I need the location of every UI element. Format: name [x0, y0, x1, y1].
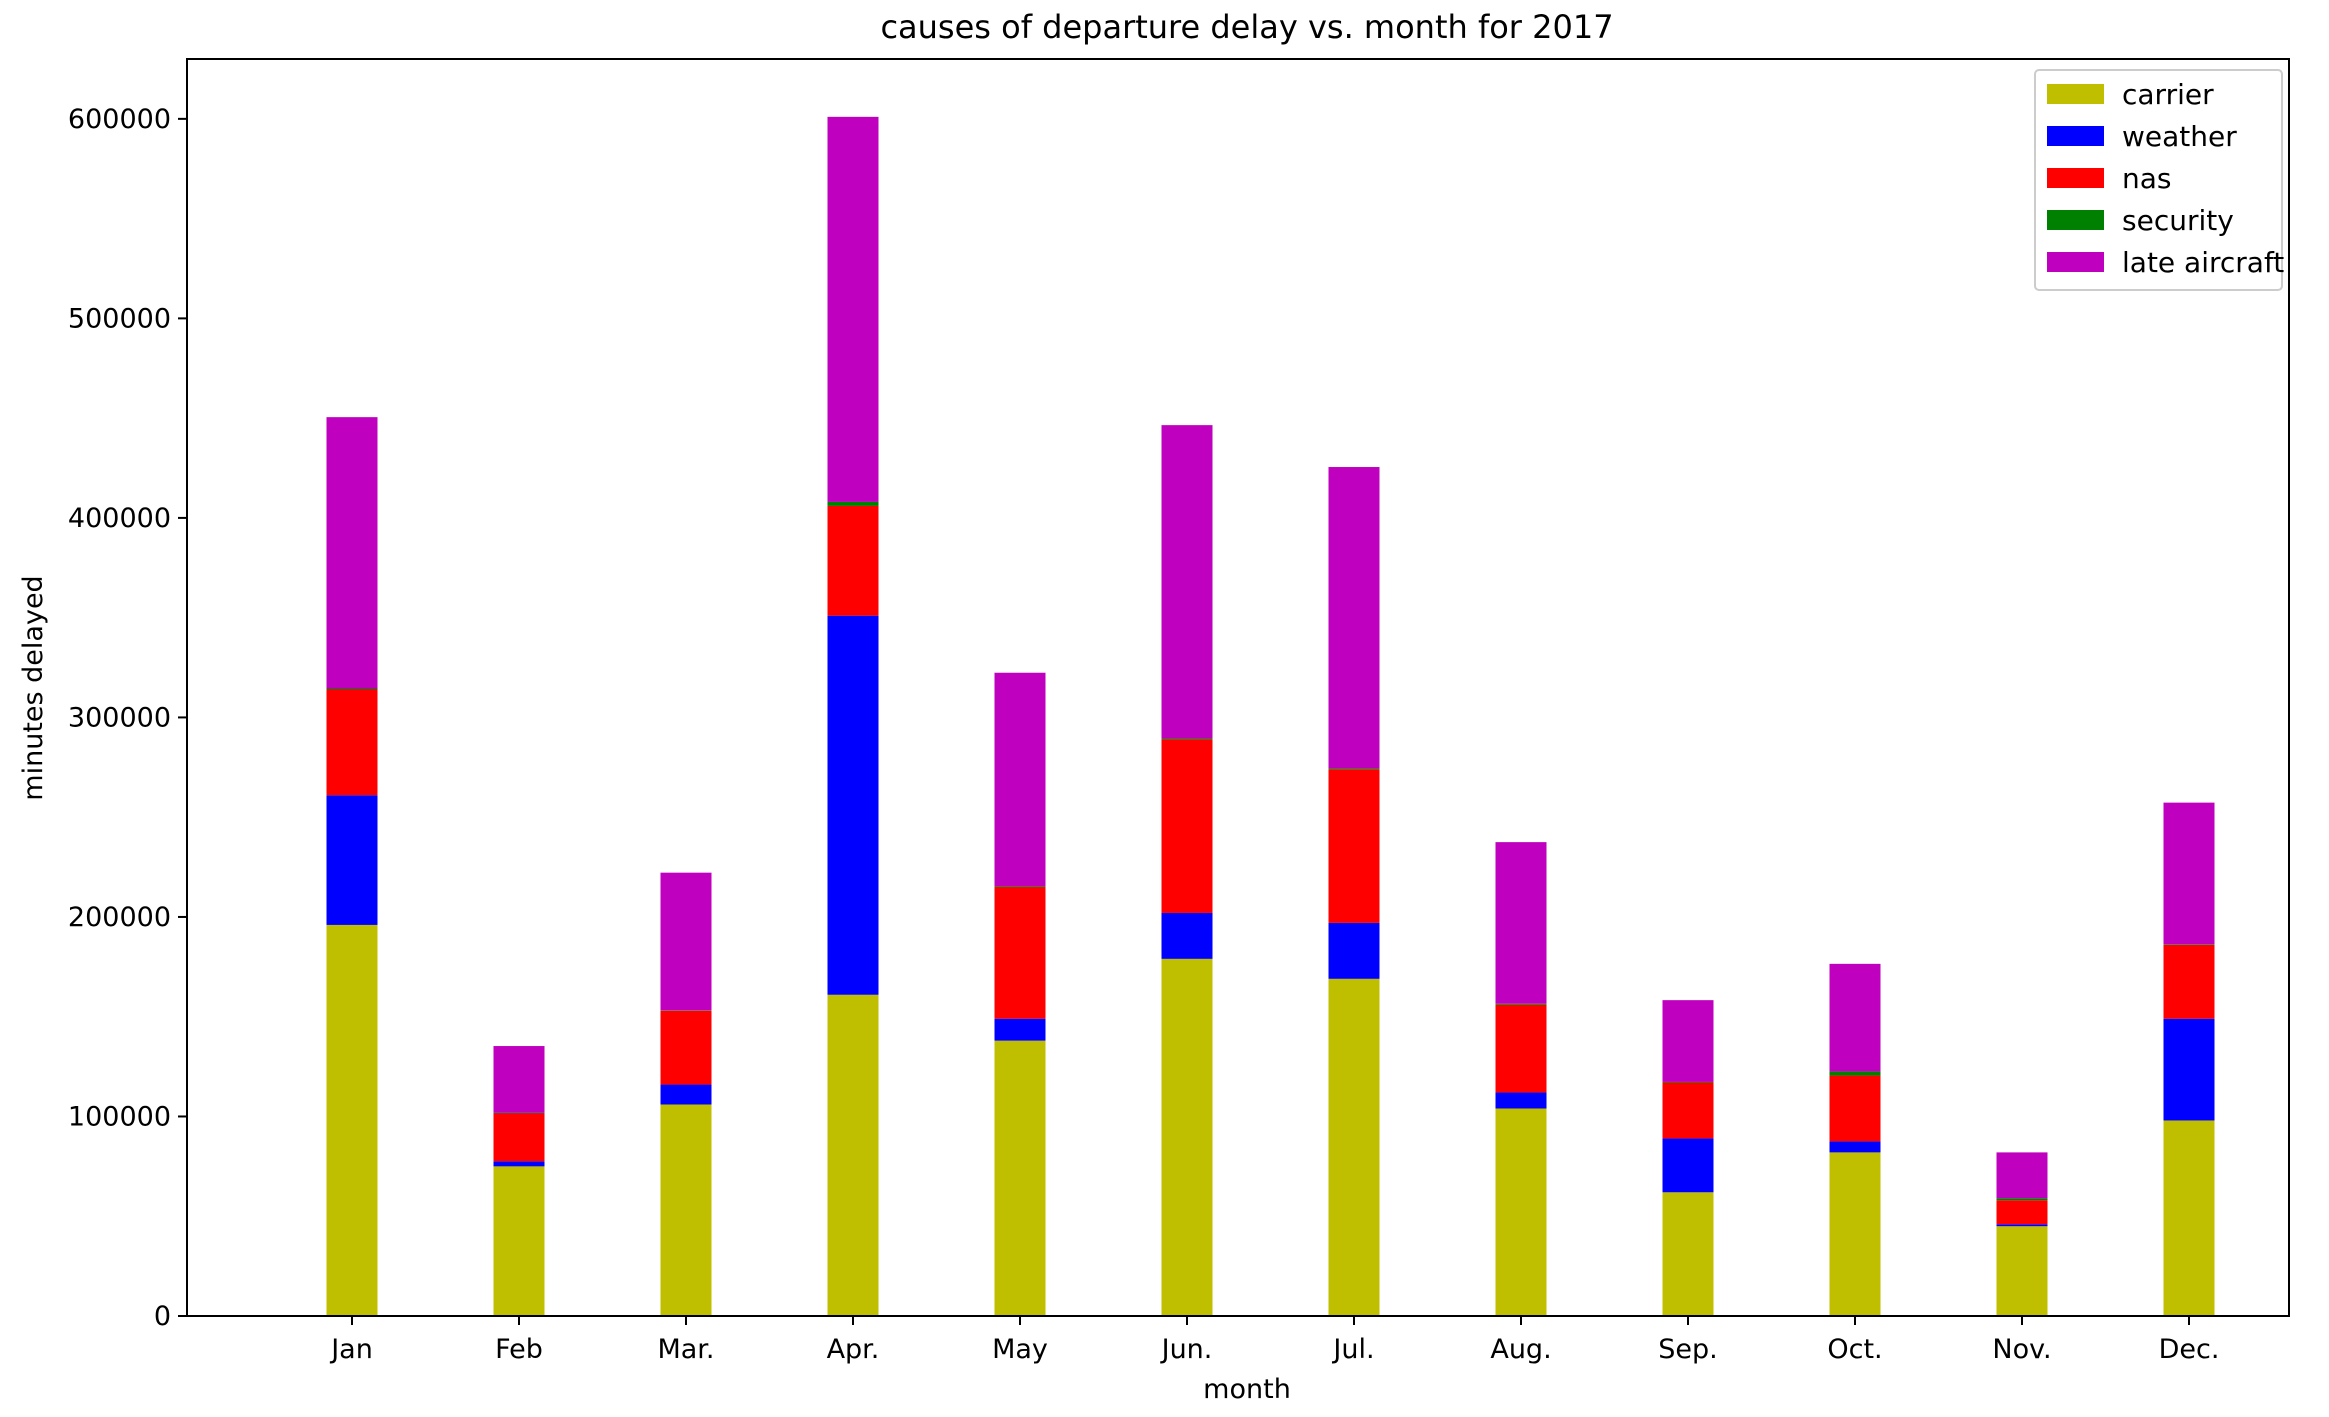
bar-carrier-3 — [827, 994, 879, 1316]
bar-security-11 — [2163, 944, 2215, 945]
bar-nas-5 — [1161, 739, 1213, 913]
legend-box — [2034, 69, 2283, 291]
bar-nas-2 — [660, 1010, 712, 1085]
legend-label-weather: weather — [2122, 120, 2237, 153]
bar-nas-8 — [1662, 1082, 1714, 1139]
bar-late-aircraft-7 — [1495, 842, 1547, 1004]
legend-swatch-late-aircraft — [2047, 252, 2104, 272]
x-tick-label: Oct. — [1827, 1334, 1882, 1365]
x-tick-label: Dec. — [2159, 1334, 2220, 1365]
legend-label-late-aircraft: late aircraft — [2122, 246, 2284, 279]
bar-weather-2 — [660, 1084, 712, 1105]
bar-weather-3 — [827, 615, 879, 995]
bar-nas-10 — [1996, 1200, 2048, 1225]
bar-weather-0 — [326, 795, 378, 925]
bar-weather-6 — [1328, 922, 1380, 979]
bar-weather-7 — [1495, 1092, 1547, 1109]
bar-security-3 — [827, 501, 879, 506]
bar-nas-1 — [493, 1113, 545, 1162]
legend-swatch-security — [2047, 210, 2104, 230]
y-tick-label: 500000 — [68, 303, 171, 334]
bar-nas-7 — [1495, 1004, 1547, 1093]
bar-late-aircraft-1 — [493, 1046, 545, 1113]
bar-nas-0 — [326, 689, 378, 796]
y-tick-label: 200000 — [68, 902, 171, 933]
bar-security-6 — [1328, 768, 1380, 770]
bar-late-aircraft-4 — [994, 672, 1046, 887]
bar-late-aircraft-5 — [1161, 425, 1213, 739]
y-tick-label: 400000 — [68, 503, 171, 534]
bar-weather-9 — [1829, 1141, 1881, 1153]
x-axis: Jan Feb Mar. Apr. May Jun. Jul. Aug. Sep. Oct. Nov… — [329, 1316, 2219, 1365]
x-tick-label: Apr. — [827, 1334, 880, 1365]
bar-security-5 — [1161, 738, 1213, 740]
x-tick-label: Jul. — [1331, 1334, 1374, 1365]
bar-carrier-7 — [1495, 1108, 1547, 1316]
bar-security-1 — [493, 1112, 545, 1114]
bar-nas-3 — [827, 505, 879, 616]
plot-frame — [186, 58, 2290, 1317]
bar-weather-10 — [1996, 1224, 2048, 1227]
bar-carrier-1 — [493, 1166, 545, 1316]
y-axis: 0 100000 200000 300000 400000 500000 600000 — [68, 104, 187, 1332]
bar-carrier-4 — [994, 1040, 1046, 1316]
bars-layer — [326, 116, 2215, 1316]
x-tick-label: Jan — [329, 1334, 373, 1365]
legend-swatch-weather — [2047, 126, 2104, 146]
x-tick-label: Sep. — [1658, 1334, 1717, 1365]
bar-late-aircraft-11 — [2163, 802, 2215, 945]
bar-late-aircraft-9 — [1829, 963, 1881, 1072]
bar-weather-4 — [994, 1018, 1046, 1041]
chart-title: causes of departure delay vs. month for … — [880, 8, 1613, 46]
bar-late-aircraft-3 — [827, 116, 879, 502]
bar-security-0 — [326, 688, 378, 690]
x-tick-label: Jun. — [1160, 1334, 1213, 1365]
bar-carrier-11 — [2163, 1120, 2215, 1316]
bar-nas-6 — [1328, 769, 1380, 923]
bar-security-10 — [1996, 1198, 2048, 1201]
legend-swatch-carrier — [2047, 84, 2104, 104]
bar-late-aircraft-6 — [1328, 467, 1380, 769]
bar-security-9 — [1829, 1071, 1881, 1076]
bar-nas-9 — [1829, 1075, 1881, 1142]
y-axis-label: minutes delayed — [18, 575, 49, 800]
bar-weather-8 — [1662, 1138, 1714, 1193]
bar-carrier-0 — [326, 924, 378, 1316]
bar-late-aircraft-0 — [326, 417, 378, 689]
y-tick-label: 300000 — [68, 702, 171, 733]
bar-carrier-5 — [1161, 958, 1213, 1316]
bar-carrier-10 — [1996, 1226, 2048, 1316]
bar-nas-4 — [994, 887, 1046, 1019]
x-tick-label: Nov. — [1992, 1334, 2051, 1365]
bar-weather-11 — [2163, 1018, 2215, 1121]
y-tick-label: 600000 — [68, 104, 171, 135]
bar-carrier-8 — [1662, 1192, 1714, 1316]
x-tick-label: Mar. — [657, 1334, 714, 1365]
x-tick-label: Feb — [495, 1334, 543, 1365]
x-tick-label: Aug. — [1490, 1334, 1551, 1365]
legend-label-nas: nas — [2122, 162, 2172, 195]
legend-label-carrier: carrier — [2122, 78, 2214, 111]
y-tick-label: 100000 — [68, 1101, 171, 1132]
bar-carrier-6 — [1328, 978, 1380, 1316]
y-tick-label: 0 — [154, 1301, 171, 1332]
bar-carrier-2 — [660, 1104, 712, 1316]
bar-security-4 — [994, 886, 1046, 888]
bar-late-aircraft-10 — [1996, 1152, 2048, 1199]
legend-swatch-nas — [2047, 168, 2104, 188]
x-tick-label: May — [992, 1334, 1048, 1365]
x-axis-label: month — [1203, 1374, 1291, 1405]
bar-weather-5 — [1161, 912, 1213, 959]
bar-weather-1 — [493, 1161, 545, 1167]
bar-nas-11 — [2163, 944, 2215, 1019]
bar-carrier-9 — [1829, 1152, 1881, 1316]
bar-late-aircraft-2 — [660, 872, 712, 1011]
legend-label-security: security — [2122, 204, 2234, 237]
legend: carrier weather nas security late aircraft — [2034, 69, 2284, 291]
bar-security-7 — [1495, 1003, 1547, 1005]
bar-security-8 — [1662, 1081, 1714, 1083]
bar-late-aircraft-8 — [1662, 1000, 1714, 1082]
